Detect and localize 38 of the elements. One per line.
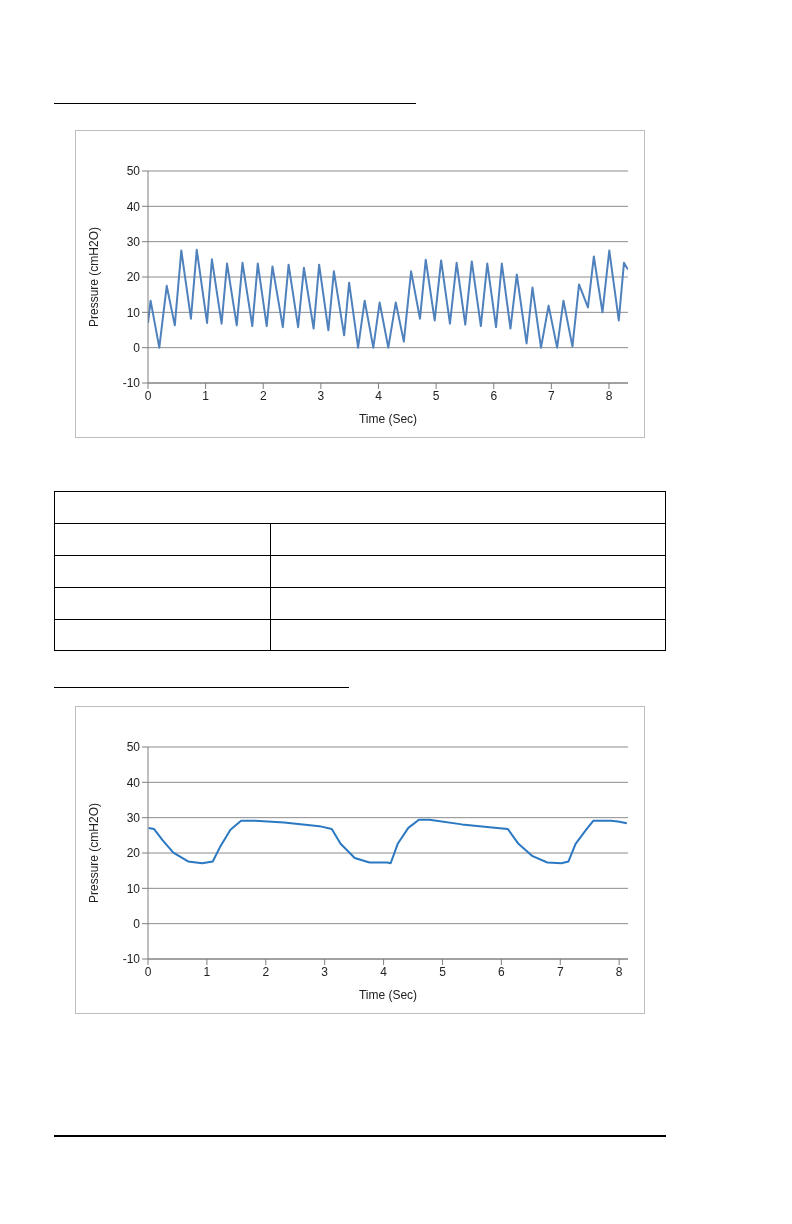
y-tick-label: -10 xyxy=(122,376,141,391)
x-tick-label: 4 xyxy=(375,388,383,403)
x-tick-label: 2 xyxy=(262,964,270,979)
x-tick-label: 0 xyxy=(144,388,152,403)
y-tick-label: 20 xyxy=(126,846,141,861)
x-tick-label: 2 xyxy=(259,388,267,403)
x-axis-title: Time (Sec) xyxy=(358,988,418,1002)
x-tick-label: 8 xyxy=(615,964,623,979)
y-tick-label: 50 xyxy=(126,164,141,179)
y-tick-label: -10 xyxy=(122,952,141,967)
line-series xyxy=(148,248,628,349)
y-axis-title: Pressure (cmH2O) xyxy=(87,802,102,904)
y-tick-label: 30 xyxy=(126,810,141,825)
x-tick-label: 1 xyxy=(202,388,210,403)
x-tick-label: 7 xyxy=(556,964,564,979)
x-tick-label: 4 xyxy=(380,964,388,979)
x-tick-label: 1 xyxy=(203,964,211,979)
x-tick-label: 5 xyxy=(439,964,447,979)
y-tick-label: 40 xyxy=(126,775,141,790)
y-tick-label: 0 xyxy=(133,340,141,355)
x-tick-label: 5 xyxy=(432,388,440,403)
x-tick-label: 6 xyxy=(498,964,506,979)
x-tick-label: 8 xyxy=(605,388,613,403)
y-tick-label: 40 xyxy=(126,199,141,214)
x-axis-title: Time (Sec) xyxy=(358,412,418,426)
x-tick-label: 7 xyxy=(548,388,556,403)
y-tick-label: 50 xyxy=(126,740,141,755)
x-tick-label: 3 xyxy=(321,964,329,979)
y-tick-label: 10 xyxy=(126,881,141,896)
x-tick-label: 3 xyxy=(317,388,325,403)
y-tick-label: 10 xyxy=(126,305,141,320)
y-tick-label: 0 xyxy=(133,916,141,931)
x-tick-label: 6 xyxy=(490,388,498,403)
line-series xyxy=(148,818,628,865)
y-tick-label: 20 xyxy=(126,270,141,285)
y-tick-label: 30 xyxy=(126,234,141,249)
y-axis-title: Pressure (cmH2O) xyxy=(87,226,102,328)
x-tick-label: 0 xyxy=(144,964,152,979)
